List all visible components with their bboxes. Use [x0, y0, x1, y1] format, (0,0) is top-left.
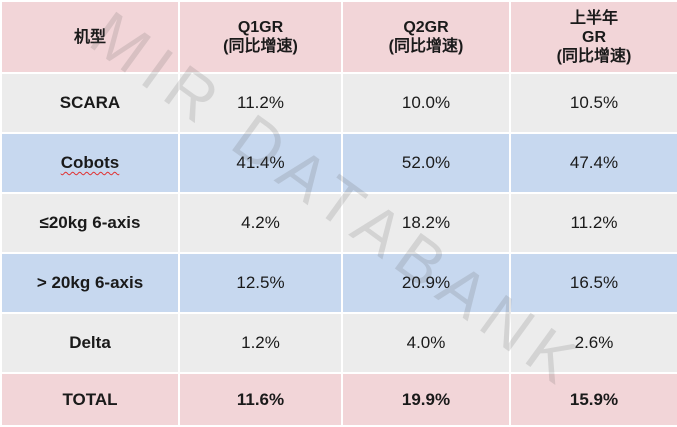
header-h1-title: 上半年	[569, 9, 618, 27]
row-q2: 10.0%	[341, 72, 511, 134]
row-q1: 11.2%	[178, 72, 343, 134]
row-name: Delta	[0, 312, 180, 374]
table-row: > 20kg 6-axis 12.5% 20.9% 16.5%	[0, 252, 677, 314]
row-h1: 16.5%	[509, 252, 677, 314]
row-h1: 47.4%	[509, 132, 677, 194]
row-name: SCARA	[0, 72, 180, 134]
total-h1: 15.9%	[509, 372, 677, 427]
header-h1: 上半年 GR (同比增速)	[509, 0, 677, 74]
row-name: Cobots	[0, 132, 180, 194]
table-row: Delta 1.2% 4.0% 2.6%	[0, 312, 677, 374]
header-q2: Q2GR (同比增速)	[341, 0, 511, 74]
table-row: Cobots 41.4% 52.0% 47.4%	[0, 132, 677, 194]
header-h1-gr: GR	[582, 28, 606, 46]
row-q1: 12.5%	[178, 252, 343, 314]
table-row: ≤20kg 6-axis 4.2% 18.2% 11.2%	[0, 192, 677, 254]
row-name: ≤20kg 6-axis	[0, 192, 180, 254]
row-q1: 4.2%	[178, 192, 343, 254]
row-h1: 2.6%	[509, 312, 677, 374]
header-model: 机型	[0, 0, 180, 74]
header-h1-subtitle: (同比增速)	[556, 47, 632, 65]
row-q2: 52.0%	[341, 132, 511, 194]
table-row: SCARA 11.2% 10.0% 10.5%	[0, 72, 677, 134]
total-row: TOTAL 11.6% 19.9% 15.9%	[0, 372, 677, 427]
row-q1: 41.4%	[178, 132, 343, 194]
header-q1-subtitle: (同比增速)	[223, 38, 298, 55]
total-name: TOTAL	[0, 372, 180, 427]
header-q2-title: Q2GR	[403, 19, 449, 36]
total-q2: 19.9%	[341, 372, 511, 427]
total-q1: 11.6%	[178, 372, 343, 427]
row-q1: 1.2%	[178, 312, 343, 374]
row-name: > 20kg 6-axis	[0, 252, 180, 314]
header-row: 机型 Q1GR (同比增速) Q2GR (同比增速) 上半年 GR (同比增速)	[0, 0, 677, 74]
row-h1: 11.2%	[509, 192, 677, 254]
row-q2: 20.9%	[341, 252, 511, 314]
header-q1-title: Q1GR	[237, 19, 284, 36]
row-q2: 4.0%	[341, 312, 511, 374]
cobots-label: Cobots	[60, 153, 120, 172]
header-q1: Q1GR (同比增速)	[178, 0, 343, 74]
header-q2-subtitle: (同比增速)	[388, 38, 464, 55]
row-h1: 10.5%	[509, 72, 677, 134]
row-q2: 18.2%	[341, 192, 511, 254]
